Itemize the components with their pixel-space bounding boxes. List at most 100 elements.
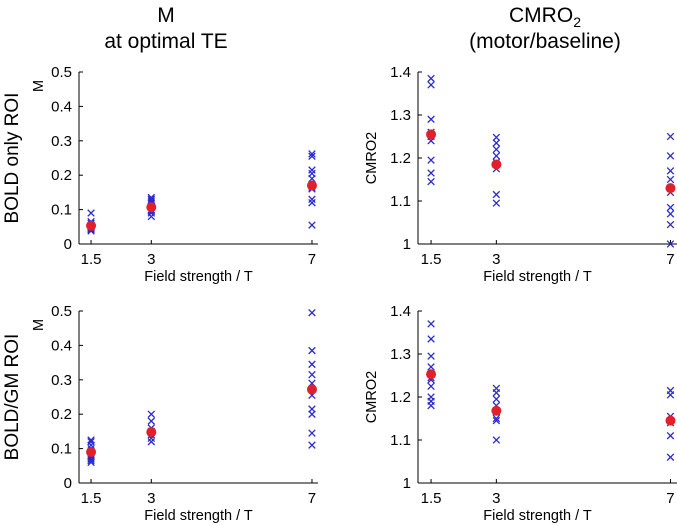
individual-point [492,416,501,425]
individual-point [308,410,316,418]
col-title-right-line2: (motor/baseline) [469,30,621,53]
individual-point [666,210,675,218]
x-tick-label: 1.5 [421,490,442,507]
panel-top-right: 1 1.1 1.2 1.3 1.4 1.5 3 7 Field strength / T CMRO… [364,64,677,285]
individual-point [87,456,95,465]
individual-point [147,437,156,446]
individual-point [427,74,435,83]
individual-point [147,410,156,418]
individual-point [308,166,316,174]
individual-point [308,221,316,229]
x-tick-label: 3 [147,490,155,507]
mean-point [86,220,97,231]
y-tick-label: 1.3 [390,346,411,363]
x-tick-label: 7 [666,490,674,507]
col-title-right-main: CMRO [509,4,573,27]
y-tick-label: 0.3 [51,133,72,150]
individual-point [427,169,435,177]
individual-point [308,441,316,449]
individual-point [308,198,316,207]
individual-point [308,195,316,204]
panels: 0 0.1 0.2 0.3 0.4 0.5 1.5 3 7 Field strength / T M… [31,64,677,524]
y-tick-label: 1.3 [390,107,411,124]
mean-point [665,183,676,194]
individual-point [87,455,95,463]
individual-point [666,132,675,141]
individual-point [666,220,675,229]
x-tick-label: 1.5 [81,490,102,507]
y-axis-label: M [31,80,47,92]
y-axis-label: CMRO2 [364,132,380,184]
individual-point [427,81,435,89]
individual-point [492,190,501,199]
individual-point [492,145,501,154]
col-title-left-line2: at optimal TE [104,30,227,53]
y-tick-label: 1.2 [390,389,411,406]
mean-point [491,159,502,170]
x-tick-label: 3 [147,251,155,268]
panel-top-left: 0 0.1 0.2 0.3 0.4 0.5 1.5 3 7 Field strength / T M [31,64,318,285]
individual-point [492,139,501,147]
y-tick-label: 0.1 [51,441,72,458]
col-title-right-line1: CMRO2 [509,4,581,30]
individual-point [666,203,675,212]
individual-point [427,115,435,124]
y-tick-label: 0.1 [51,202,72,219]
individual-point [308,308,316,317]
individual-point [308,360,316,369]
individual-point [666,152,675,160]
individual-point [427,335,435,343]
y-axis-label: M [31,319,47,331]
individual-point [308,429,316,437]
individual-point [427,382,435,391]
row-label-bottom: BOLD/GM ROI [2,334,23,461]
individual-point [427,401,435,410]
individual-point [308,370,316,379]
mean-point [665,415,676,426]
y-tick-label: 0.3 [51,372,72,389]
y-tick-label: 0.2 [51,167,72,184]
individual-point [87,437,95,446]
x-tick-label: 3 [492,490,500,507]
y-tick-label: 1 [403,236,411,253]
individual-point [492,395,501,403]
individual-point [427,363,435,371]
x-tick-label: 7 [666,251,674,268]
y-tick-label: 0 [64,236,72,253]
x-tick-label: 3 [492,251,500,268]
individual-point [308,346,316,355]
individual-point [87,458,95,467]
mean-point [306,384,317,395]
mean-point [306,180,317,191]
mean-point [426,369,437,380]
individual-point [308,150,316,158]
x-tick-label: 7 [308,490,316,507]
individual-point [666,167,675,175]
y-tick-label: 1.1 [390,193,411,210]
x-axis-label: Field strength / T [144,508,253,524]
individual-point [308,174,316,183]
individual-point [666,391,675,399]
mean-point [86,447,97,458]
individual-point [147,417,156,425]
individual-point [427,177,435,186]
panel-bottom-left: 0 0.1 0.2 0.3 0.4 0.5 1.5 3 7 Field strength / T M [31,303,318,524]
y-tick-label: 1 [403,475,411,492]
x-axis-label: Field strength / T [144,269,253,285]
x-axis-label: Field strength / T [483,269,592,285]
individual-point [87,209,95,217]
individual-point [87,441,95,449]
x-axis-label: Field strength / T [483,508,592,524]
y-tick-label: 1.4 [390,64,411,81]
mean-point [426,129,437,140]
individual-point [666,431,675,440]
y-axis-label: CMRO2 [364,371,380,423]
individual-point [492,152,501,160]
y-tick-label: 0 [64,475,72,492]
individual-point [427,156,435,164]
y-tick-label: 0.4 [51,98,72,115]
individual-point [492,133,501,142]
individual-point [147,195,156,204]
mean-point [146,202,157,213]
